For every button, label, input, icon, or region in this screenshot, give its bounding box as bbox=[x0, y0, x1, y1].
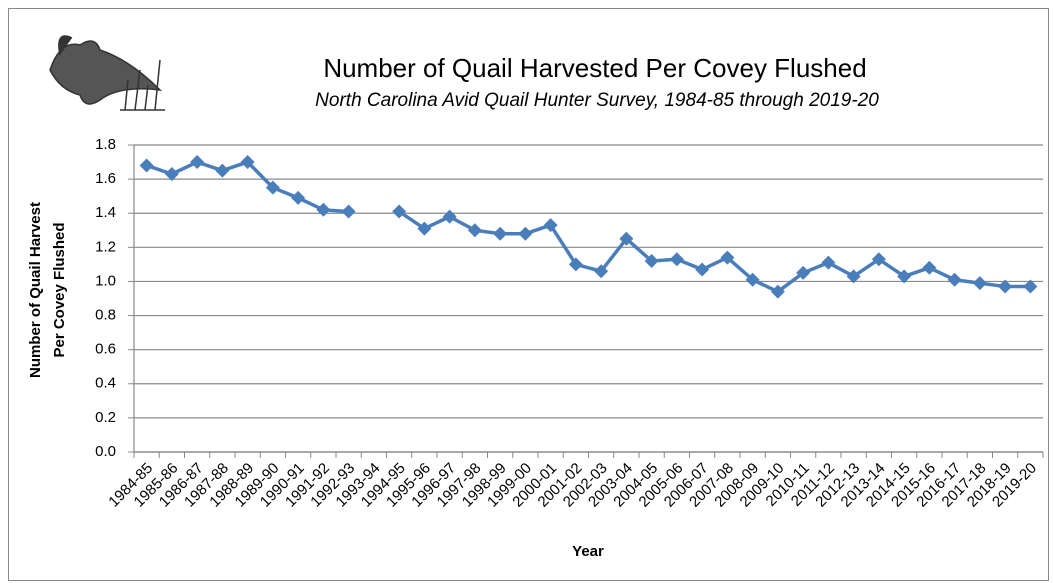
data-point bbox=[568, 257, 583, 272]
data-point bbox=[695, 262, 710, 277]
data-point bbox=[644, 253, 659, 268]
data-point bbox=[291, 190, 306, 205]
data-point bbox=[594, 264, 609, 279]
data-point bbox=[947, 272, 962, 287]
data-point bbox=[821, 255, 836, 270]
y-tick-label: 0.6 bbox=[95, 341, 116, 358]
data-point bbox=[897, 269, 912, 284]
data-point bbox=[392, 204, 407, 219]
chart-subtitle: North Carolina Avid Quail Hunter Survey,… bbox=[315, 90, 879, 111]
y-axis-label-line: Per Covey Flushed bbox=[51, 222, 68, 357]
data-point bbox=[164, 166, 179, 181]
data-point bbox=[265, 180, 280, 195]
data-point bbox=[442, 209, 457, 224]
y-tick-label: 0.2 bbox=[95, 409, 116, 426]
y-tick-label: 1.8 bbox=[95, 136, 116, 153]
data-point bbox=[316, 202, 331, 217]
data-point bbox=[619, 231, 634, 246]
y-tick-label: 1.6 bbox=[95, 170, 116, 187]
data-point bbox=[998, 279, 1013, 294]
y-axis-label-line: Number of Quail Harvest bbox=[27, 202, 44, 378]
data-point bbox=[796, 265, 811, 280]
data-point bbox=[745, 272, 760, 287]
data-point bbox=[770, 284, 785, 299]
data-point bbox=[669, 252, 684, 267]
chart-border bbox=[8, 8, 1049, 581]
data-point bbox=[493, 226, 508, 241]
y-tick-label: 1.0 bbox=[95, 272, 116, 289]
data-point bbox=[240, 155, 255, 170]
data-point bbox=[846, 269, 861, 284]
data-point bbox=[922, 260, 937, 275]
data-point bbox=[720, 250, 735, 265]
data-point bbox=[972, 276, 987, 291]
chart-title: Number of Quail Harvested Per Covey Flus… bbox=[323, 53, 866, 83]
data-point bbox=[139, 158, 154, 173]
y-tick-label: 1.2 bbox=[95, 238, 116, 255]
data-point bbox=[1023, 279, 1038, 294]
data-point bbox=[467, 223, 482, 238]
y-axis-label: Number of Quail Harvest Per Covey Flushe… bbox=[27, 202, 68, 378]
data-point bbox=[190, 155, 205, 170]
quail-icon bbox=[49, 35, 165, 111]
y-tick-label: 0.4 bbox=[95, 375, 116, 392]
data-point bbox=[341, 204, 356, 219]
data-point bbox=[871, 252, 886, 267]
y-tick-label: 1.4 bbox=[95, 204, 116, 221]
y-tick-label: 0.0 bbox=[95, 443, 116, 460]
data-point bbox=[417, 221, 432, 236]
data-point bbox=[518, 226, 533, 241]
x-axis-label: Year bbox=[572, 543, 604, 560]
y-tick-label: 0.8 bbox=[95, 307, 116, 324]
data-point bbox=[543, 218, 558, 233]
data-point bbox=[215, 163, 230, 178]
